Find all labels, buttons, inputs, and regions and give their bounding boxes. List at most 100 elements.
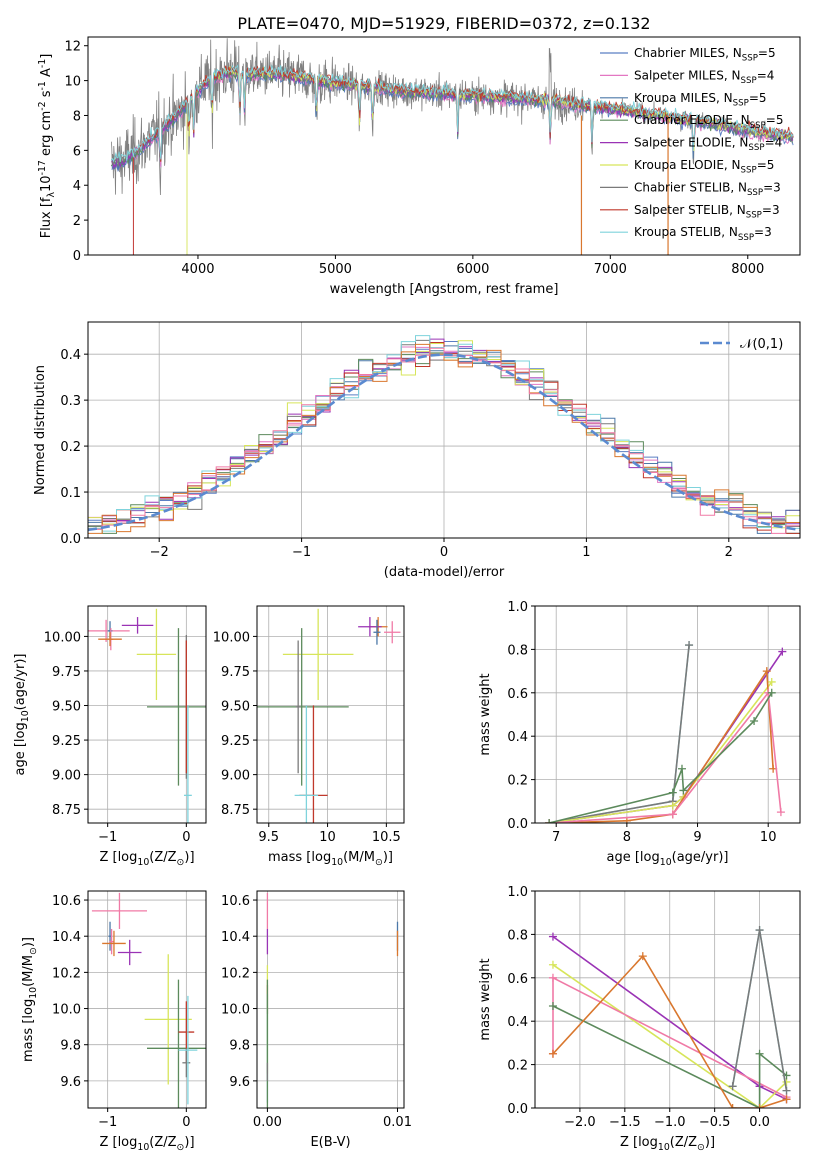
x-tick-label: 0.01 [383, 1115, 412, 1130]
residuals-axes: −2 −1 0 1 2 0.0 0.1 0.2 0.3 0.4 (data-model)/error… [33, 321, 801, 580]
x-tick-label: 4000 [181, 262, 214, 277]
y-tick-label: 10 [64, 75, 81, 90]
legend-label: Salpeter MILES, NSSP=4 [634, 68, 774, 86]
x-tick-label: 9.5 [258, 830, 279, 845]
label-part: 10 [658, 1142, 670, 1153]
y-tick-label: 0.6 [507, 687, 528, 702]
weight-marker [767, 688, 776, 697]
y-tick-label: 0.8 [507, 643, 528, 658]
mass_vs_Z-xlabel: Z [log10(Z/Z⊙)] [99, 1135, 194, 1153]
y-tick-label: 0.2 [507, 1059, 528, 1074]
label-part: =3 [763, 180, 781, 194]
x-tick-label: −1.0 [654, 1115, 686, 1130]
mass_vs_ebv-axes: 0.00 0.01 9.6 9.8 10.0 10.2 10.4 10.6 E(B-V) [221, 890, 412, 1150]
label-part: Salpeter ELODIE, N [634, 136, 748, 150]
weight-marker [548, 1002, 557, 1011]
y-tick-label: 9.6 [229, 1075, 250, 1090]
label-part: =5 [757, 158, 775, 172]
mass_vs_Z-frame [87, 890, 207, 1109]
age_vs_Z-plot-area [88, 608, 206, 823]
x-tick-label: 10 [319, 830, 336, 845]
x-tick-label: −1 [98, 830, 117, 845]
label-part: ⊙ [697, 1142, 705, 1153]
label-part: mass weight [478, 958, 493, 1040]
mass_vs_Z-axes: −1 09.69.810.010.210.410.6Z [log10(Z/Z⊙)]… [21, 890, 207, 1153]
y-tick-label: 9.8 [60, 1039, 81, 1054]
label-part: (Z/Z [670, 1135, 697, 1150]
y-tick-label: 0.0 [507, 1102, 528, 1117]
label-part: ⊙ [177, 857, 185, 868]
legend-label: Kroupa STELIB, NSSP=3 [634, 225, 772, 243]
age_vs_Z-xlabel: Z [log10(Z/Z⊙)] [99, 850, 194, 868]
legend-label: Salpeter ELODIE, NSSP=4 [634, 136, 782, 154]
mass_vs_ebv-plot-area [266, 892, 399, 1108]
label-part: mass [log [268, 850, 331, 865]
x-tick-label: −2 [150, 545, 169, 560]
weight-marker [548, 973, 557, 982]
mass_vs_Z-plot-area [91, 892, 206, 1108]
label-part: A [39, 68, 54, 81]
label-part: SSP [738, 233, 754, 243]
weight_vs_age-frame [534, 605, 801, 824]
x-tick-label: −0.5 [699, 1115, 731, 1130]
x-tick-label: −1 [98, 1115, 117, 1130]
legend-label: Chabrier STELIB, NSSP=3 [634, 180, 781, 198]
label-part: 10 [137, 857, 149, 868]
x-tick-label: 7000 [594, 262, 627, 277]
y-tick-label: 10.00 [44, 630, 81, 645]
y-tick-label: 10.6 [221, 894, 250, 909]
y-tick-label: 4 [73, 179, 81, 194]
weight_vs_Z-plot-area [548, 926, 791, 1108]
label-part: SSP [747, 188, 763, 198]
weight-marker [755, 926, 764, 935]
y-tick-label: 9.00 [52, 769, 81, 784]
label-part: Salpeter MILES, N [634, 68, 741, 82]
weight-series-line [548, 692, 773, 823]
label-part: -1 [37, 59, 48, 68]
legend-label: Chabrier MILES, NSSP=5 [634, 46, 776, 64]
label-part: mass weight [478, 673, 493, 755]
label-part: =5 [758, 46, 776, 60]
spectrum-model-line [132, 65, 794, 255]
weight_vs_age-xlabel: age [log10(age/yr)] [607, 850, 729, 868]
y-tick-label: 0.4 [60, 348, 81, 363]
label-part: 10 [28, 987, 39, 999]
x-tick-label: 0 [182, 830, 190, 845]
legend-label: Salpeter STELIB, NSSP=3 [634, 203, 780, 221]
legend-label: 𝒩(0,1) [740, 337, 783, 352]
x-tick-label: 0.0 [749, 1115, 770, 1130]
label-part: =3 [754, 225, 772, 239]
x-tick-label: 10 [760, 830, 777, 845]
y-tick-label: 9.6 [60, 1075, 81, 1090]
y-tick-label: 8.75 [221, 803, 250, 818]
y-tick-label: 6 [73, 144, 81, 159]
x-tick-label: 6000 [456, 262, 489, 277]
label-part: )] [184, 850, 194, 865]
label-part: SSP [741, 76, 757, 86]
label-part: (age/yr)] [672, 850, 729, 865]
spectrum-xlabel: wavelength [Angstrom, rest frame] [330, 282, 559, 297]
label-part: -1 [37, 81, 48, 90]
residual-histogram-series [88, 343, 800, 534]
weight_vs_Z-ylabel: mass weight [478, 958, 493, 1040]
age_vs_mass-xlabel: mass [log10(M/M⊙)] [268, 850, 393, 868]
weight-series-line [552, 1005, 788, 1108]
weight-marker [668, 810, 677, 819]
y-tick-label: 8.75 [52, 803, 81, 818]
label-part: )] [21, 937, 36, 947]
label-part: erg cm [39, 111, 54, 160]
mass_vs_ebv-xlabel: E(B-V) [310, 1135, 350, 1150]
age_vs_mass-frame [256, 605, 405, 824]
residuals-plot-area [88, 335, 800, 534]
y-tick-label: 9.25 [52, 734, 81, 749]
label-part: age [log [607, 850, 660, 865]
y-tick-label: 9.50 [52, 700, 81, 715]
legend-label: Kroupa ELODIE, NSSP=5 [634, 158, 774, 176]
label-part: SSP [733, 98, 749, 108]
label-part: =4 [765, 136, 783, 150]
weight-marker [545, 819, 554, 823]
label-part: 10 [137, 1142, 149, 1153]
